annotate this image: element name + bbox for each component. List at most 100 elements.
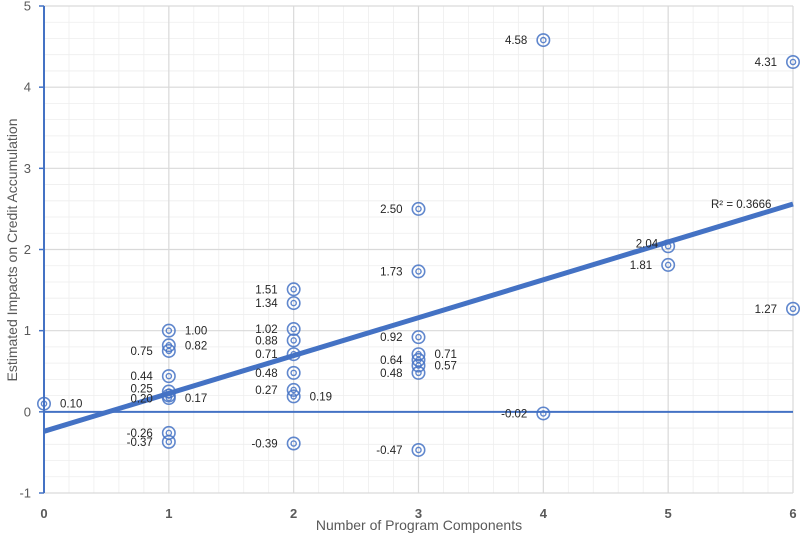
data-label: 4.58 [505, 35, 527, 47]
data-point [286, 282, 301, 297]
y-tick-label: 1 [24, 323, 31, 338]
data-label: 0.64 [380, 355, 403, 367]
data-point [286, 333, 301, 348]
data-point-inner-ring [165, 347, 173, 355]
data-point-inner-ring [415, 446, 422, 454]
data-point [286, 296, 301, 311]
data-point-outer-ring [286, 365, 301, 380]
data-point-outer-ring [411, 264, 426, 279]
y-tick-label: -1 [19, 486, 31, 501]
data-point-outer-ring [286, 322, 301, 337]
data-point-inner-ring [165, 392, 173, 399]
data-point-inner-ring [415, 369, 422, 377]
data-point-inner-ring [664, 261, 672, 269]
data-label: 4.31 [755, 57, 777, 69]
x-tick-label: 4 [540, 506, 548, 521]
data-point-outer-ring [411, 358, 426, 373]
data-label: 1.27 [755, 304, 777, 316]
data-label: -0.39 [251, 438, 277, 450]
data-point-inner-ring [664, 242, 672, 250]
data-point-inner-ring [165, 372, 173, 380]
data-point-outer-ring [286, 282, 301, 297]
data-point-outer-ring [785, 301, 800, 316]
data-point-inner-ring [290, 440, 297, 447]
data-point-outer-ring [161, 338, 176, 353]
data-point-outer-ring [411, 330, 426, 345]
data-point [161, 369, 176, 384]
data-point [286, 436, 301, 451]
data-point-inner-ring [415, 268, 422, 275]
data-label: 2.50 [380, 204, 402, 216]
data-point [286, 322, 301, 337]
data-point-inner-ring [290, 369, 297, 377]
x-tick-label: 3 [415, 506, 422, 521]
y-tick-label: 4 [24, 80, 31, 95]
data-point [411, 264, 426, 279]
data-point-inner-ring [415, 205, 422, 213]
data-label: 1.02 [255, 324, 277, 336]
x-tick-label: 2 [290, 506, 297, 521]
data-label: 0.25 [130, 384, 152, 396]
data-point-outer-ring [161, 343, 176, 358]
data-point [411, 201, 426, 216]
data-label: 0.57 [435, 361, 457, 373]
data-label: 0.44 [130, 371, 153, 383]
y-tick-label: 2 [24, 242, 31, 257]
data-label: -0.47 [376, 445, 402, 457]
data-label: 0.75 [130, 346, 152, 358]
data-label: -0.37 [127, 437, 153, 449]
data-point [161, 343, 176, 358]
data-point-outer-ring [536, 33, 551, 48]
data-point [785, 55, 800, 70]
data-point-inner-ring [789, 305, 797, 313]
y-tick-label: 5 [24, 0, 31, 14]
data-label: 1.51 [255, 284, 277, 296]
data-point-outer-ring [411, 201, 426, 216]
data-point-outer-ring [286, 333, 301, 348]
data-label: 1.73 [380, 266, 402, 278]
data-point [411, 358, 426, 373]
data-label: -0.26 [127, 428, 153, 440]
axes [39, 5, 793, 494]
data-point-outer-ring [411, 365, 426, 380]
data-point-outer-ring [411, 442, 426, 457]
data-point-inner-ring [165, 394, 173, 402]
data-point-outer-ring [286, 347, 301, 362]
data-point [536, 406, 551, 421]
data-label: 0.19 [310, 391, 332, 403]
data-label: -0.02 [501, 408, 527, 420]
data-point-outer-ring [286, 436, 301, 451]
data-point-inner-ring [290, 337, 297, 344]
data-point-outer-ring [161, 434, 176, 449]
data-point-outer-ring [661, 239, 676, 254]
data-label: 1.00 [185, 326, 207, 338]
data-label: 2.04 [636, 238, 659, 250]
data-point [161, 391, 176, 406]
data-point [411, 442, 426, 457]
data-label: 0.17 [185, 393, 207, 405]
data-point-inner-ring [165, 327, 173, 334]
y-axis-title: Estimated Impacts on Credit Accumulation [4, 118, 20, 381]
data-label: 0.48 [255, 368, 277, 380]
data-point-inner-ring [290, 325, 297, 333]
data-label: 1.81 [630, 260, 652, 272]
data-point-outer-ring [286, 389, 301, 404]
data-point [286, 389, 301, 404]
data-point [661, 239, 676, 254]
data-label: 0.71 [255, 349, 277, 361]
data-label: 0.71 [435, 349, 457, 361]
data-point [286, 347, 301, 362]
gridlines [43, 5, 794, 494]
data-label: 0.48 [380, 368, 402, 380]
x-tick-label: 6 [789, 506, 796, 521]
data-point-inner-ring [40, 400, 48, 408]
data-point-inner-ring [415, 362, 422, 369]
data-point-outer-ring [536, 406, 551, 421]
data-point [36, 396, 51, 411]
data-point-outer-ring [411, 347, 426, 362]
data-point [536, 33, 551, 48]
data-point-inner-ring [290, 350, 297, 358]
data-point [161, 323, 176, 338]
data-point-outer-ring [286, 296, 301, 311]
